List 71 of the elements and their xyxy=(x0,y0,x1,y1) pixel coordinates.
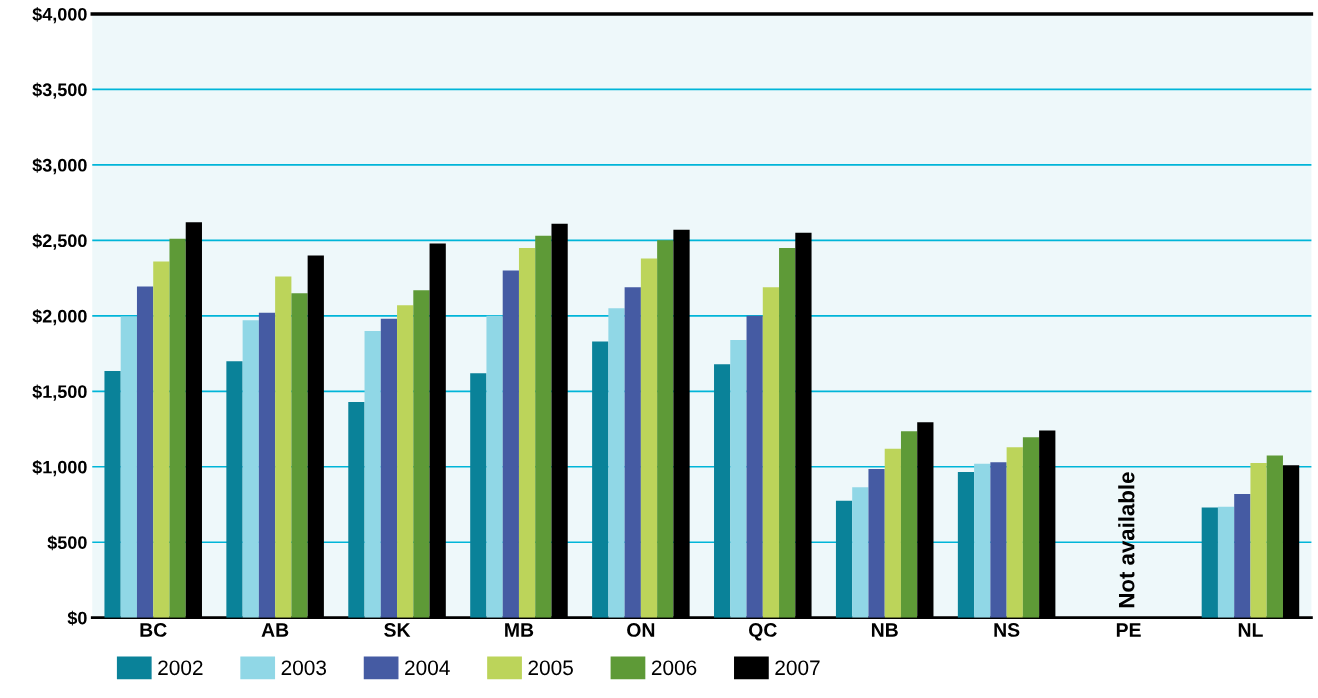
y-tick-label: $1,000 xyxy=(32,459,87,477)
legend-label: 2003 xyxy=(281,660,327,676)
bar xyxy=(153,261,170,618)
x-tick-label: NL xyxy=(1238,623,1263,637)
bar xyxy=(242,320,259,618)
bar xyxy=(486,315,503,618)
bar xyxy=(746,315,763,618)
bar xyxy=(104,370,121,618)
x-tick-label: PE xyxy=(1116,623,1141,637)
bar xyxy=(990,462,1007,618)
bar xyxy=(957,472,975,618)
x-tick-label: NS xyxy=(994,623,1020,637)
bar xyxy=(348,401,365,618)
bar xyxy=(779,247,796,618)
bar xyxy=(884,448,901,618)
legend-label: 2007 xyxy=(775,660,820,676)
bar xyxy=(1217,506,1235,618)
legend-label: 2002 xyxy=(158,660,203,676)
bar xyxy=(608,308,625,618)
bar xyxy=(291,293,308,618)
bar xyxy=(657,240,674,618)
y-tick-label: $3,000 xyxy=(32,158,87,175)
y-tick-label: $0 xyxy=(67,610,87,626)
bar xyxy=(835,500,853,618)
y-tick-label: $2,000 xyxy=(32,308,87,326)
y-tick-label: $2,500 xyxy=(32,233,87,250)
bar xyxy=(730,340,747,618)
bar xyxy=(714,364,731,618)
bar xyxy=(1234,493,1251,618)
y-tick-label: $3,500 xyxy=(32,82,87,99)
bar xyxy=(1022,437,1040,618)
legend-label: 2004 xyxy=(405,660,450,676)
bar xyxy=(852,487,869,618)
x-tick-label: ON xyxy=(627,623,655,637)
legend-label: 2005 xyxy=(528,660,573,676)
bar xyxy=(258,312,276,618)
annotation: Not available xyxy=(1118,472,1135,608)
bar xyxy=(762,287,780,618)
bar xyxy=(397,305,414,618)
y-tick-label: $4,000 xyxy=(32,7,87,24)
bar xyxy=(169,238,186,618)
bar xyxy=(136,286,154,618)
bar xyxy=(380,318,398,618)
bar xyxy=(120,316,137,618)
bar xyxy=(413,290,430,618)
bar xyxy=(1266,455,1283,618)
bar xyxy=(1006,447,1023,618)
bar xyxy=(226,361,243,618)
x-tick-label: SK xyxy=(384,623,411,637)
bar xyxy=(640,258,658,618)
bar xyxy=(275,276,292,618)
bar xyxy=(592,341,609,618)
bar xyxy=(900,431,918,618)
x-tick-label: BC xyxy=(140,623,167,637)
x-tick-label: NB xyxy=(871,623,898,637)
bar xyxy=(1250,463,1267,618)
x-tick-label: MB xyxy=(505,623,534,637)
bar xyxy=(624,287,641,618)
legend-label: 2006 xyxy=(651,660,697,676)
y-tick-label: $1,500 xyxy=(32,384,87,401)
bar xyxy=(974,463,991,618)
x-tick-label: QC xyxy=(749,623,777,641)
bar xyxy=(535,235,552,618)
bar xyxy=(470,373,487,618)
bar xyxy=(518,247,536,618)
bar xyxy=(1201,507,1218,618)
x-tick-label: AB xyxy=(261,623,289,637)
bar xyxy=(868,469,885,618)
bar xyxy=(502,270,519,618)
y-tick-label: $500 xyxy=(47,535,87,551)
bar xyxy=(364,330,381,618)
